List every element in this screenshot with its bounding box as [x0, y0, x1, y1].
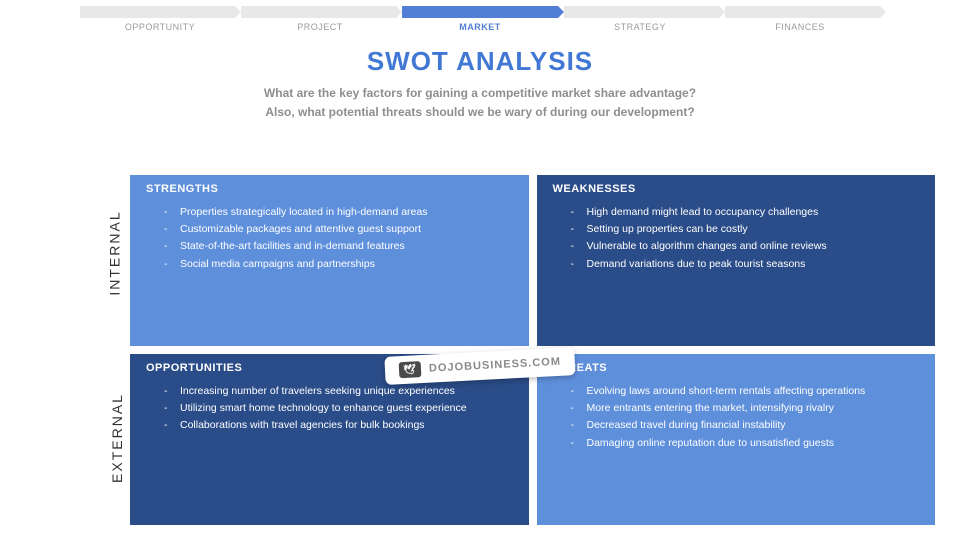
- subtitle-line-2: Also, what potential threats should we b…: [265, 105, 694, 119]
- page-subtitle: What are the key factors for gaining a c…: [0, 84, 960, 122]
- swot-strengths-list: Properties strategically located in high…: [146, 205, 513, 272]
- list-item: Setting up properties can be costly: [571, 222, 920, 237]
- swot-weaknesses-title: WEAKNESSES: [553, 183, 920, 195]
- list-item: Evolving laws around short-term rentals …: [571, 384, 920, 399]
- header-block: SWOT ANALYSIS What are the key factors f…: [0, 46, 960, 122]
- list-item: Decreased travel during financial instab…: [571, 418, 920, 433]
- subtitle-line-1: What are the key factors for gaining a c…: [264, 86, 696, 100]
- nav-label-project[interactable]: PROJECT: [240, 22, 400, 32]
- swot-threats: THREATS Evolving laws around short-term r…: [537, 354, 936, 525]
- list-item: Vulnerable to algorithm changes and onli…: [571, 239, 920, 254]
- axis-label-external: EXTERNAL: [109, 393, 125, 483]
- list-item: Demand variations due to peak tourist se…: [571, 257, 920, 272]
- list-item: Utilizing smart home technology to enhan…: [164, 401, 513, 416]
- nav-arrow-project[interactable]: [241, 6, 396, 18]
- list-item: State-of-the-art facilities and in-deman…: [164, 239, 513, 254]
- list-item: High demand might lead to occupancy chal…: [571, 205, 920, 220]
- nav-label-market[interactable]: MARKET: [400, 22, 560, 32]
- list-item: Damaging online reputation due to unsati…: [571, 436, 920, 451]
- list-item: Collaborations with travel agencies for …: [164, 418, 513, 433]
- list-item: Social media campaigns and partnerships: [164, 257, 513, 272]
- list-item: Customizable packages and attentive gues…: [164, 222, 513, 237]
- watermark-text: DOJOBUSINESS.COM: [429, 356, 562, 375]
- swot-threats-list: Evolving laws around short-term rentals …: [553, 384, 920, 451]
- axis-label-internal: INTERNAL: [107, 210, 123, 295]
- nav-label-finances[interactable]: FINANCES: [720, 22, 880, 32]
- list-item: More entrants entering the market, inten…: [571, 401, 920, 416]
- swot-opportunities-list: Increasing number of travelers seeking u…: [146, 384, 513, 434]
- swot-weaknesses: WEAKNESSES High demand might lead to occu…: [537, 175, 936, 346]
- nav-arrow-strategy[interactable]: [564, 6, 719, 18]
- nav-arrow-opportunity[interactable]: [80, 6, 235, 18]
- list-item: Increasing number of travelers seeking u…: [164, 384, 513, 399]
- swot-strengths-title: STRENGTHS: [146, 183, 513, 195]
- nav-arrow-finances[interactable]: [725, 6, 880, 18]
- page-title: SWOT ANALYSIS: [0, 46, 960, 77]
- list-item: Properties strategically located in high…: [164, 205, 513, 220]
- swot-strengths: STRENGTHS Properties strategically locate…: [130, 175, 529, 346]
- breadcrumb-nav: [0, 0, 960, 18]
- breadcrumb-labels: OPPORTUNITYPROJECTMARKETSTRATEGYFINANCES: [0, 18, 960, 32]
- nav-label-opportunity[interactable]: OPPORTUNITY: [80, 22, 240, 32]
- nav-arrow-market[interactable]: [402, 6, 557, 18]
- watermark-icon: 🕊: [399, 361, 422, 378]
- swot-weaknesses-list: High demand might lead to occupancy chal…: [553, 205, 920, 272]
- nav-label-strategy[interactable]: STRATEGY: [560, 22, 720, 32]
- swot-threats-title: THREATS: [553, 362, 920, 374]
